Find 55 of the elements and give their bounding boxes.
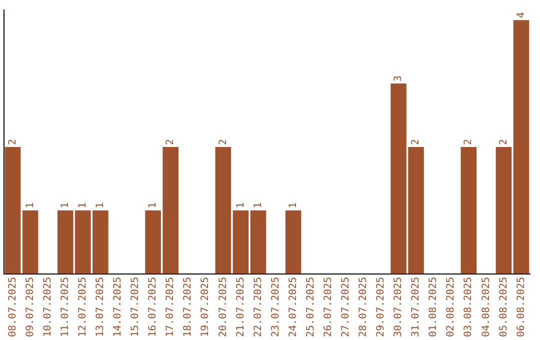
x-tick-label: 11.07.2025: [60, 276, 71, 338]
x-tick-label: 02.08.2025: [446, 276, 457, 338]
x-tick-label: 01.08.2025: [428, 276, 440, 338]
x-tick-label: 25.07.2025: [305, 276, 316, 338]
x-tick-label: 03.08.2025: [463, 276, 474, 338]
x-tick-label: 19.07.2025: [200, 276, 212, 338]
data-label: 2: [218, 138, 229, 145]
data-label: 4: [516, 12, 527, 18]
x-tick-label: 12.07.2025: [77, 276, 88, 338]
x-tick-label: 14.07.2025: [112, 276, 124, 338]
x-tick-label: 20.07.2025: [218, 276, 229, 338]
data-label: 2: [463, 138, 474, 145]
x-tick-label: 08.07.2025: [7, 276, 18, 338]
data-label: 1: [235, 202, 246, 208]
x-tick-label: 05.08.2025: [498, 276, 510, 338]
x-tick-label: 30.07.2025: [393, 276, 404, 338]
x-tick-label: 09.07.2025: [24, 276, 36, 338]
data-label: 1: [60, 202, 71, 208]
data-label: 3: [393, 76, 404, 82]
bar: [250, 210, 266, 274]
data-label: 1: [24, 202, 36, 208]
x-tick-label: 29.07.2025: [376, 276, 387, 338]
data-label: 1: [288, 202, 299, 208]
data-label: 1: [148, 202, 159, 208]
data-label: 1: [252, 202, 264, 208]
data-label: 1: [77, 202, 88, 208]
x-tick-label: 31.07.2025: [410, 276, 422, 338]
data-label: 1: [95, 202, 106, 208]
x-tick-label: 15.07.2025: [130, 276, 142, 338]
x-tick-label: 06.08.2025: [516, 276, 527, 338]
data-label: 2: [498, 138, 510, 145]
x-tick-label: 28.07.2025: [358, 276, 370, 338]
x-tick-label: 21.07.2025: [235, 276, 246, 338]
bar: [496, 146, 512, 274]
x-tick-label: 10.07.2025: [42, 276, 54, 338]
data-label: 2: [410, 138, 422, 145]
x-tick-label: 23.07.2025: [270, 276, 282, 338]
data-label: 2: [165, 138, 176, 145]
x-tick-label: 16.07.2025: [148, 276, 159, 338]
bar: [285, 210, 302, 274]
bar: [513, 20, 530, 274]
x-tick-label: 13.07.2025: [95, 276, 106, 338]
x-tick-label: 27.07.2025: [340, 276, 352, 338]
bar: [232, 210, 249, 274]
x-tick-label: 17.07.2025: [165, 276, 176, 338]
x-tick-label: 04.08.2025: [480, 276, 492, 338]
bar: [215, 146, 232, 274]
bar: [22, 210, 38, 274]
data-label: 2: [7, 138, 18, 145]
x-tick-label: 24.07.2025: [288, 276, 299, 338]
x-tick-label: 26.07.2025: [322, 276, 334, 338]
x-tick-label: 22.07.2025: [252, 276, 264, 338]
x-tick-label: 18.07.2025: [182, 276, 194, 338]
bar: [460, 146, 477, 274]
bar: [4, 146, 21, 274]
